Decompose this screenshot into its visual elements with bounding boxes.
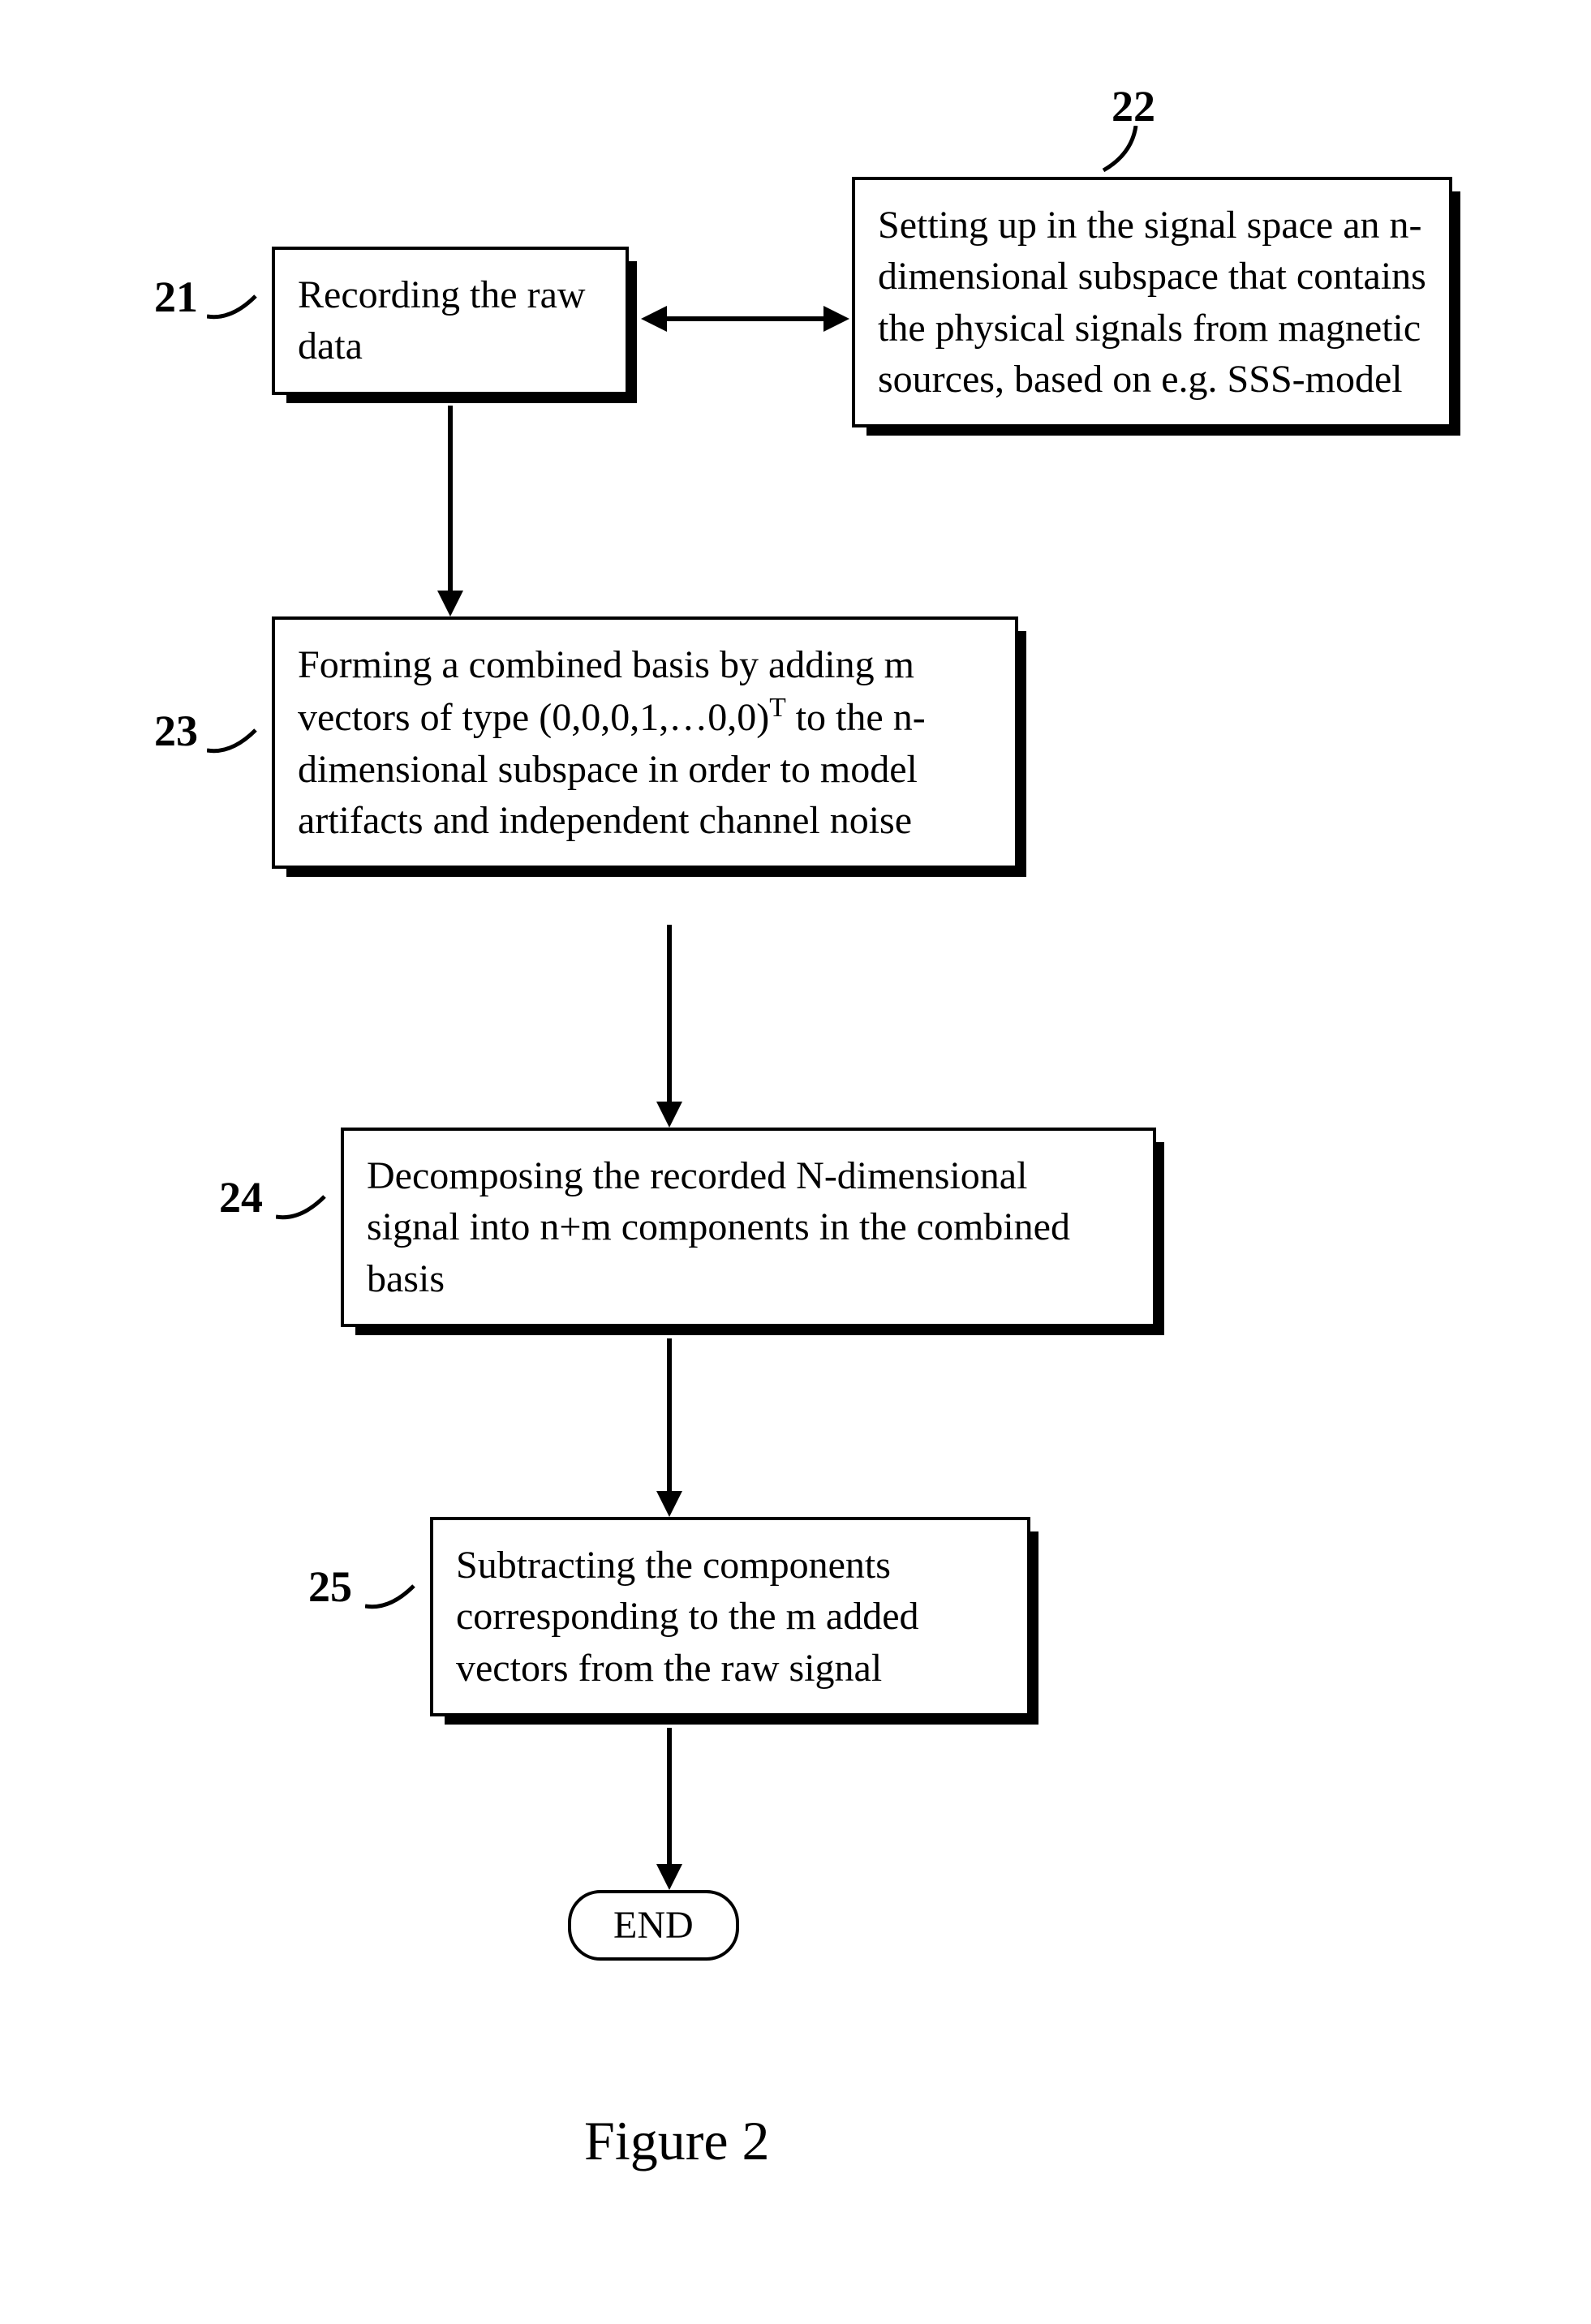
edge-21-22 bbox=[665, 316, 823, 321]
arrowhead-right-icon bbox=[823, 306, 849, 332]
arrowhead-down-icon bbox=[656, 1102, 682, 1128]
flowchart-node-25: Subtracting the components corresponding… bbox=[430, 1517, 1030, 1716]
label-connector-24 bbox=[276, 1184, 341, 1233]
flowchart-node-end: END bbox=[568, 1890, 739, 1961]
node-label-25: 25 bbox=[308, 1562, 352, 1612]
arrowhead-left-icon bbox=[641, 306, 667, 332]
edge-25-end bbox=[667, 1728, 672, 1864]
label-connector-21 bbox=[207, 284, 272, 333]
edge-21-23 bbox=[448, 406, 453, 591]
node-text: Subtracting the components corresponding… bbox=[456, 1544, 919, 1690]
node-label-21: 21 bbox=[154, 272, 198, 322]
flowchart-node-21: Recording the raw data bbox=[272, 247, 629, 395]
node-label-22: 22 bbox=[1112, 81, 1155, 131]
flowchart-node-23: Forming a combined basis by adding m vec… bbox=[272, 616, 1018, 869]
node-text: END bbox=[613, 1904, 694, 1947]
edge-23-24 bbox=[667, 925, 672, 1102]
node-text: Decomposing the recorded N-dimensional s… bbox=[367, 1154, 1070, 1300]
node-text: Forming a combined basis by adding m vec… bbox=[298, 643, 926, 842]
node-text: Setting up in the signal space an n-dime… bbox=[878, 204, 1426, 401]
node-label-23: 23 bbox=[154, 706, 198, 756]
arrowhead-down-icon bbox=[437, 591, 463, 616]
label-connector-25 bbox=[365, 1574, 430, 1622]
flowchart-node-24: Decomposing the recorded N-dimensional s… bbox=[341, 1128, 1156, 1327]
arrowhead-down-icon bbox=[656, 1491, 682, 1517]
figure-caption: Figure 2 bbox=[584, 2109, 770, 2173]
node-text: Recording the raw data bbox=[298, 273, 586, 367]
edge-24-25 bbox=[667, 1338, 672, 1491]
label-connector-23 bbox=[207, 718, 272, 767]
node-label-24: 24 bbox=[219, 1172, 263, 1222]
arrowhead-down-icon bbox=[656, 1864, 682, 1890]
label-connector-22 bbox=[1087, 126, 1152, 178]
flowchart-node-22: Setting up in the signal space an n-dime… bbox=[852, 177, 1452, 427]
